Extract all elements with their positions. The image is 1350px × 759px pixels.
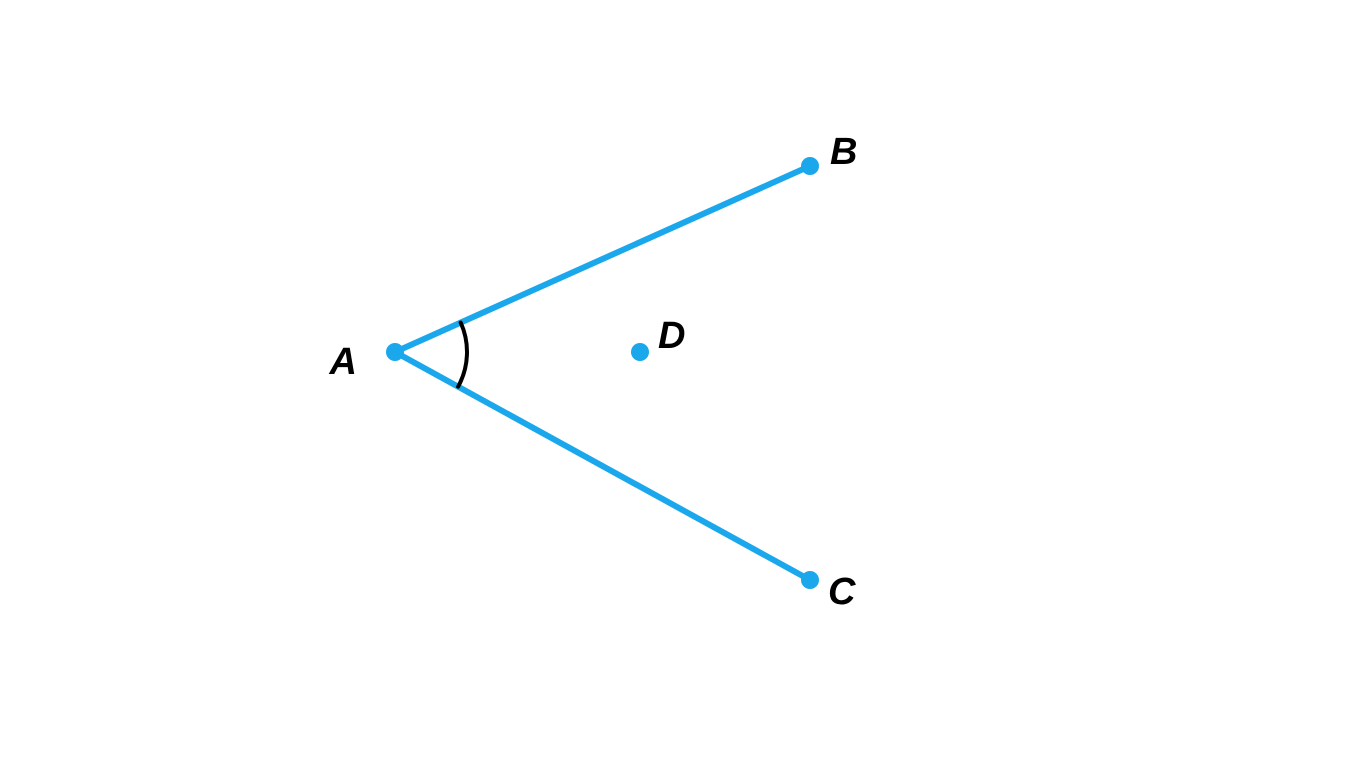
point-B	[801, 157, 819, 175]
label-B: B	[830, 131, 857, 173]
label-C: C	[828, 571, 856, 613]
point-D	[631, 343, 649, 361]
label-A: A	[329, 341, 357, 383]
label-D: D	[658, 315, 685, 357]
segment-AB	[395, 166, 810, 352]
angle-arc	[458, 323, 467, 387]
point-C	[801, 571, 819, 589]
geometry-diagram: A B C D	[0, 0, 1350, 759]
point-A	[386, 343, 404, 361]
